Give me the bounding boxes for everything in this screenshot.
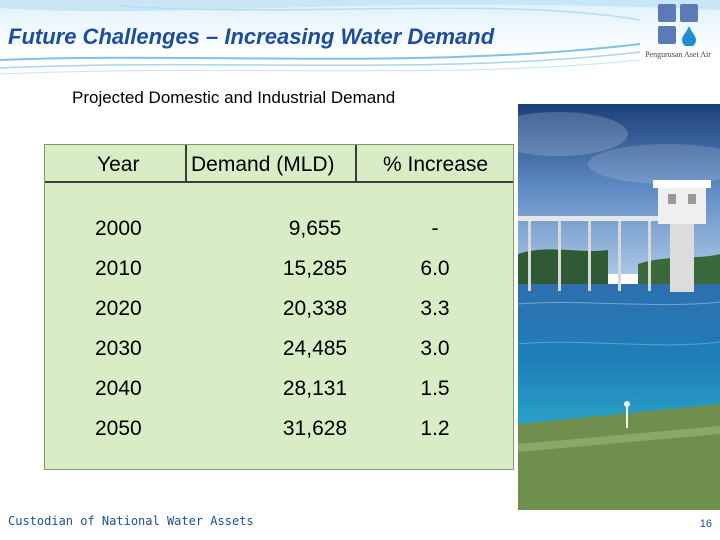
header-year: Year (97, 153, 140, 176)
table-row: 2050 31,628 1.2 (45, 411, 513, 451)
cell-demand: 24,485 (282, 337, 348, 360)
cell-demand: 9,655 (288, 217, 342, 240)
header-divider (185, 145, 187, 183)
cell-demand: 28,131 (282, 377, 348, 400)
footer-text: Custodian of National Water Assets (8, 514, 254, 528)
table-subtitle: Projected Domestic and Industrial Demand (72, 88, 396, 107)
table-row: 2020 20,338 3.3 (45, 291, 513, 331)
reservoir-photo-illustration (518, 104, 720, 510)
cell-year: 2050 (95, 417, 142, 440)
table-row: 2000 9,655 - (45, 211, 513, 251)
cell-increase: 3.3 (420, 297, 450, 320)
logo: Pengurusan Aset Air (640, 2, 720, 66)
cell-year: 2030 (95, 337, 142, 360)
page-number: 16 (699, 518, 712, 530)
header-divider (355, 145, 357, 183)
slide-title: Future Challenges – Increasing Water Dem… (8, 24, 495, 49)
header-swoosh-graphic (0, 0, 720, 75)
cell-increase: 6.0 (420, 257, 450, 280)
table-row: 2030 24,485 3.0 (45, 331, 513, 371)
header-demand: Demand (MLD) (191, 153, 335, 176)
cell-increase: 1.5 (420, 377, 450, 400)
cell-increase: 3.0 (420, 337, 450, 360)
cell-demand: 15,285 (282, 257, 348, 280)
cell-increase: 1.2 (420, 417, 450, 440)
cell-year: 2020 (95, 297, 142, 320)
header-band: Future Challenges – Increasing Water Dem… (0, 0, 720, 80)
reservoir-photo (518, 104, 720, 510)
logo-caption: Pengurusan Aset Air (645, 50, 711, 59)
header-increase: % Increase (383, 153, 489, 176)
table-header-row: Year Demand (MLD) % Increase (45, 145, 513, 183)
cell-year: 2010 (95, 257, 142, 280)
cell-year: 2000 (95, 217, 142, 240)
table-row: 2010 15,285 6.0 (45, 251, 513, 291)
logo-mark-icon (658, 4, 698, 46)
cell-increase: - (431, 217, 439, 240)
cell-year: 2040 (95, 377, 142, 400)
cell-demand: 31,628 (282, 417, 348, 440)
table-row: 2040 28,131 1.5 (45, 371, 513, 411)
cell-demand: 20,338 (282, 297, 348, 320)
demand-table: Year Demand (MLD) % Increase 2000 9,655 … (44, 144, 514, 470)
